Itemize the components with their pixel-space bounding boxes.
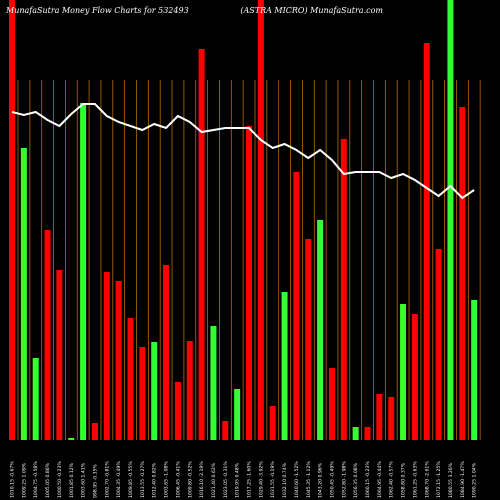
x-tick-label: 1029.40 -3.92%	[258, 461, 264, 498]
bar	[115, 281, 122, 440]
x-tick-label: 1040.60 -1.52%	[294, 461, 300, 498]
x-tick-label: 1003.60 1.41%	[81, 462, 87, 498]
chart-subtitle: (ASTRA MICRO) MunafaSutra.com	[240, 6, 383, 15]
x-tick-label: 1004.35 -0.49%	[116, 461, 122, 498]
bar	[269, 406, 276, 440]
x-tick-label: 1016.10 -2.19%	[199, 461, 205, 498]
bar	[281, 292, 288, 440]
bar	[174, 382, 181, 440]
x-tick-label: 1009.80 -0.52%	[187, 461, 193, 498]
bar	[186, 341, 193, 440]
x-tick-label: 1056.35 0.08%	[353, 462, 359, 498]
x-tick-label: 1005.05 0.86%	[45, 462, 51, 498]
x-tick-label: 1064.95 -0.44%	[377, 461, 383, 498]
bar	[44, 230, 51, 440]
x-tick-label: 1084.90 -1.47%	[460, 461, 466, 498]
bar	[376, 394, 383, 440]
bar	[293, 172, 300, 440]
bar	[139, 347, 146, 440]
bar	[32, 358, 39, 440]
bar	[198, 49, 205, 440]
bar	[68, 438, 75, 440]
x-tick-label: 1058.80 0.37%	[401, 462, 407, 498]
bar	[400, 304, 407, 440]
bar	[210, 326, 217, 440]
x-tick-label: 1010.15 -0.67%	[10, 461, 16, 498]
bar	[305, 239, 312, 440]
x-tick-label: 1072.15 -1.25%	[436, 461, 442, 498]
x-tick-label: 1009.25 1.09%	[21, 462, 27, 498]
x-tick-label: 1012.40 0.82%	[152, 462, 158, 498]
x-tick-label: 1002.70 -0.81%	[104, 461, 110, 498]
x-tick-label: 1060.15 -0.23%	[365, 461, 371, 498]
bar	[246, 126, 252, 440]
bar	[127, 318, 134, 440]
x-tick-label: 1032.10 0.74%	[282, 462, 288, 498]
bar	[20, 148, 27, 440]
bar	[447, 0, 454, 440]
bar	[257, 0, 264, 440]
x-tick-label: 1080.55 3.26%	[448, 462, 454, 498]
bar	[9, 0, 15, 440]
bar	[435, 249, 442, 440]
x-tick-label: 1068.70 -2.61%	[424, 461, 430, 498]
x-tick-label: 998.95 -0.35%	[92, 464, 98, 498]
x-tick-label: 1045.35 -1.12%	[306, 461, 312, 498]
x-tick-label: 1004.75 -0.58%	[33, 461, 39, 498]
bar	[471, 300, 478, 440]
x-tick-label: 1001.85 0.12%	[69, 462, 75, 498]
x-tick-label: 1013.55 -0.27%	[140, 461, 146, 498]
x-tick-label: 1090.25 1.04%	[472, 462, 478, 498]
x-tick-label: 1031.55 -0.19%	[270, 461, 276, 498]
x-tick-label: 1021.40 0.63%	[211, 462, 217, 498]
line-layer	[11, 103, 475, 200]
bar	[388, 397, 395, 440]
bar	[364, 427, 371, 440]
bar	[103, 272, 110, 440]
x-tick-label: 1017.25 -1.60%	[247, 461, 253, 498]
bar	[56, 270, 63, 440]
bar	[340, 139, 347, 440]
x-tick-label: 1006.45 -0.41%	[175, 461, 181, 498]
bar	[317, 220, 324, 440]
x-tick-label: 1061.25 -0.63%	[412, 461, 418, 498]
bar	[91, 423, 98, 440]
x-tick-label: 1050.45 -0.49%	[329, 461, 335, 498]
x-tick-label: 1023.05 -0.31%	[223, 461, 229, 498]
guides	[17, 80, 481, 440]
x-tick-label: 1009.85 -0.55%	[128, 461, 134, 498]
price-line	[11, 103, 475, 200]
x-tick-label: 1003.65 -1.08%	[164, 461, 170, 498]
bar	[423, 43, 430, 440]
x-tick-label: 1043.20 0.96%	[318, 462, 324, 498]
x-tick-label: 1052.80 -1.98%	[341, 461, 347, 498]
bar	[151, 342, 158, 440]
bar	[411, 314, 418, 440]
bars	[9, 0, 478, 440]
x-labels: 1010.15 -0.67% 1009.25 1.09% 1004.75 -0.58…	[10, 461, 478, 498]
bar	[459, 107, 466, 440]
bar	[234, 389, 241, 440]
bar	[163, 265, 170, 440]
x-tick-label: 1019.95 0.48%	[235, 462, 241, 498]
bar	[352, 427, 359, 440]
bar	[222, 421, 229, 440]
bar	[80, 103, 87, 440]
x-tick-label: 1000.50 -0.23%	[57, 461, 63, 498]
bar	[328, 368, 335, 440]
chart-title: MunafaSutra Money Flow Charts for 532493	[5, 6, 189, 15]
x-tick-label: 1062.40 -0.57%	[389, 461, 395, 498]
